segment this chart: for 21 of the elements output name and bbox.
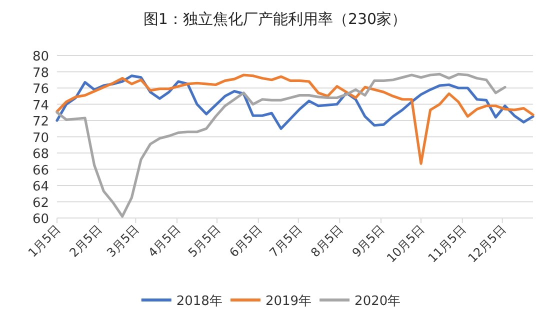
legend-label: 2018年 xyxy=(176,294,222,309)
y-tick-label: 72 xyxy=(32,114,49,130)
y-tick-label: 74 xyxy=(32,98,49,114)
x-tick-label: 2月5日 xyxy=(66,222,104,260)
x-tick-label: 6月5日 xyxy=(226,222,264,260)
x-tick-label: 8月5日 xyxy=(308,222,346,260)
x-tick-label: 7月5日 xyxy=(266,222,304,260)
y-tick-label: 80 xyxy=(32,50,49,64)
legend-label: 2019年 xyxy=(265,294,312,309)
y-tick-label: 70 xyxy=(32,130,49,146)
y-tick-label: 62 xyxy=(32,196,49,211)
x-tick-label: 4月5日 xyxy=(145,222,184,260)
y-tick-label: 78 xyxy=(32,66,49,81)
y-tick-label: 76 xyxy=(32,82,49,97)
x-tick-label: 3月5日 xyxy=(104,222,142,260)
y-tick-label: 64 xyxy=(32,180,49,194)
y-tick-label: 68 xyxy=(32,147,49,162)
legend-label: 2020年 xyxy=(354,294,401,309)
y-tick-label: 66 xyxy=(32,163,49,178)
x-tick-label: 5月5日 xyxy=(185,222,224,260)
chart-title: 图1：独立焦化厂产能利用率（230家） xyxy=(143,10,407,28)
